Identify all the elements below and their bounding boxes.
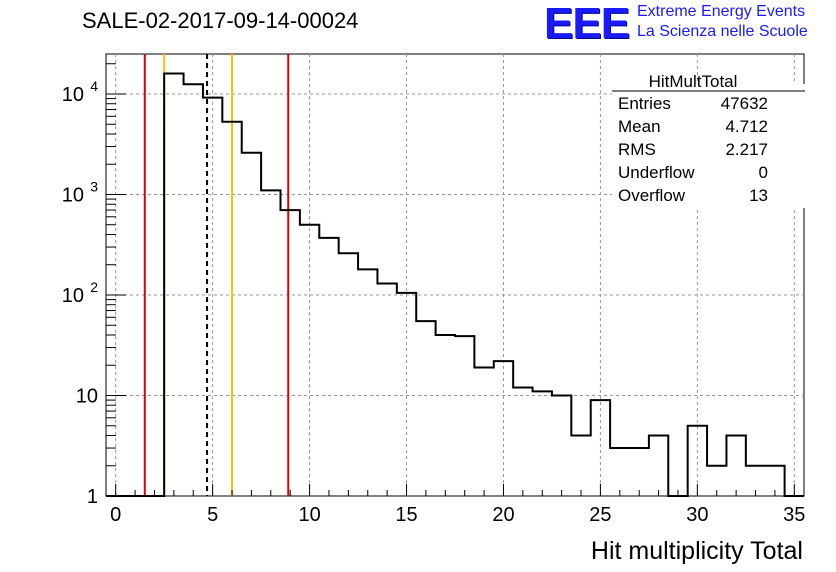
y-tick-label: 1 (87, 486, 98, 508)
histogram-bin (726, 435, 745, 496)
histogram-bin (513, 388, 532, 496)
x-tick-label: 15 (395, 504, 417, 526)
x-axis-label: Hit multiplicity Total (591, 537, 803, 565)
histogram-bin (242, 153, 261, 496)
plot-frame (105, 53, 805, 497)
histogram-bin (416, 321, 435, 496)
axis-ticks: 0 5 10 15 20 25 30 35 1 10 10 2 10 3 10 4 (62, 63, 805, 526)
histogram-bars (106, 72, 804, 497)
histogram-bin (474, 367, 493, 496)
histogram-bin (649, 435, 668, 496)
histogram-bin (494, 361, 513, 496)
stats-row-value: 2.217 (725, 140, 768, 159)
stats-row-label: Overflow (618, 186, 686, 205)
stats-row-label: Entries (618, 94, 671, 113)
histogram-bin (610, 448, 629, 496)
histogram-bin (630, 448, 649, 496)
histogram-outline (106, 72, 804, 497)
x-tick-label: 5 (207, 504, 218, 526)
stats-box-frame (612, 84, 805, 208)
x-tick-label: 0 (110, 504, 121, 526)
histogram-bin (591, 400, 610, 496)
histogram-bin (552, 395, 571, 496)
histogram-bin (397, 293, 416, 496)
x-tick-label: 30 (686, 504, 708, 526)
stats-row-label: Mean (618, 117, 661, 136)
histogram-bin (222, 122, 241, 496)
histogram-bin (377, 284, 396, 496)
histogram-bin (261, 190, 280, 496)
y-tick-label: 10 (76, 385, 98, 407)
histogram-bin (203, 98, 222, 496)
histogram-bin (455, 336, 474, 496)
stats-row-value: 13 (749, 186, 768, 205)
histogram-bin (358, 269, 377, 496)
y-tick-label: 10 (62, 285, 84, 307)
histogram-bin (339, 253, 358, 496)
stats-row-label: Underflow (618, 163, 695, 182)
histogram-bin (319, 238, 338, 496)
stats-row-label: RMS (618, 140, 656, 159)
histogram-bin (533, 391, 552, 496)
y-tick-label: 10 (62, 84, 84, 106)
y-tick-exponent: 3 (90, 178, 98, 194)
stats-box: HitMultTotal Entries 47632 Mean 4.712 RMS 2.2… (612, 72, 805, 208)
histogram-bin (571, 435, 590, 496)
stats-row-value: 47632 (721, 94, 768, 113)
histogram-bin (184, 84, 203, 496)
logo-subtitle-1: Extreme Energy Events (637, 3, 806, 20)
stats-row-value: 0 (759, 163, 768, 182)
x-tick-label: 35 (783, 504, 805, 526)
chart-title: SALE-02-2017-09-14-00024 (82, 8, 359, 33)
stats-name: HitMultTotal (649, 72, 738, 91)
x-tick-label: 20 (492, 504, 514, 526)
histogram-bin (436, 335, 455, 496)
grid-lines (106, 54, 804, 496)
histogram-bin (300, 225, 319, 496)
y-tick-label: 10 (62, 184, 84, 206)
logo-subtitle-2: La Scienza nelle Scuole (637, 23, 808, 40)
y-tick-exponent: 4 (90, 78, 98, 94)
stats-row-value: 4.712 (725, 117, 768, 136)
histogram-bin (281, 210, 300, 496)
y-tick-exponent: 2 (90, 279, 98, 295)
histogram-bin (164, 73, 183, 496)
x-tick-label: 25 (589, 504, 611, 526)
eee-logo: EEE (544, 0, 630, 48)
x-tick-label: 10 (298, 504, 320, 526)
